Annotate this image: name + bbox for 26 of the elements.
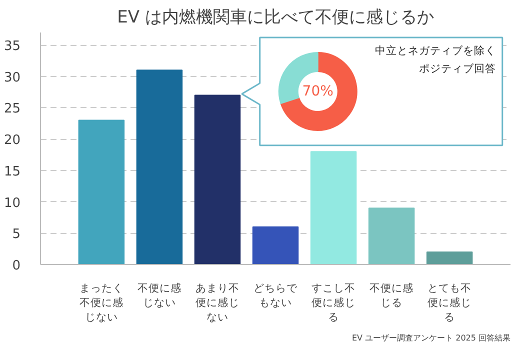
y-tick-label: 30 [4, 70, 21, 86]
x-tick-label: 不便に感じる [370, 282, 414, 309]
text: EV ユーザー調査アンケート 2025 回答結果 [352, 334, 510, 342]
bar [78, 120, 125, 264]
x-tick-label: まったく不便に感じない [79, 282, 124, 324]
chart-title: EV は内燃機関車に比べて不便に感じるか [117, 8, 434, 28]
x-tick-label: すこし不便に感じる [312, 282, 356, 324]
y-tick-label: 0 [12, 258, 21, 274]
bar [136, 70, 183, 264]
bar [310, 151, 357, 264]
x-tick-label: あまり不便に感じない [195, 282, 240, 324]
bar [368, 208, 415, 264]
y-tick-label: 10 [4, 196, 21, 211]
x-tick-label: とても不便に感じる [428, 282, 472, 324]
annotation: 中立とネガティブを除くポジティブ回答 [374, 44, 496, 76]
y-tick-label: 35 [4, 39, 21, 54]
x-tick-label: どちらでもない [254, 282, 298, 309]
bar [426, 251, 473, 264]
y-tick-label: 25 [4, 102, 21, 117]
y-tick-label: 5 [12, 227, 21, 242]
data-label: 70% [302, 83, 334, 100]
y-tick-label: 15 [4, 164, 21, 180]
y-tick-label: 20 [4, 133, 21, 148]
bar [194, 94, 241, 264]
x-tick-label: 不便に感じない [137, 282, 182, 309]
bar [252, 226, 299, 264]
